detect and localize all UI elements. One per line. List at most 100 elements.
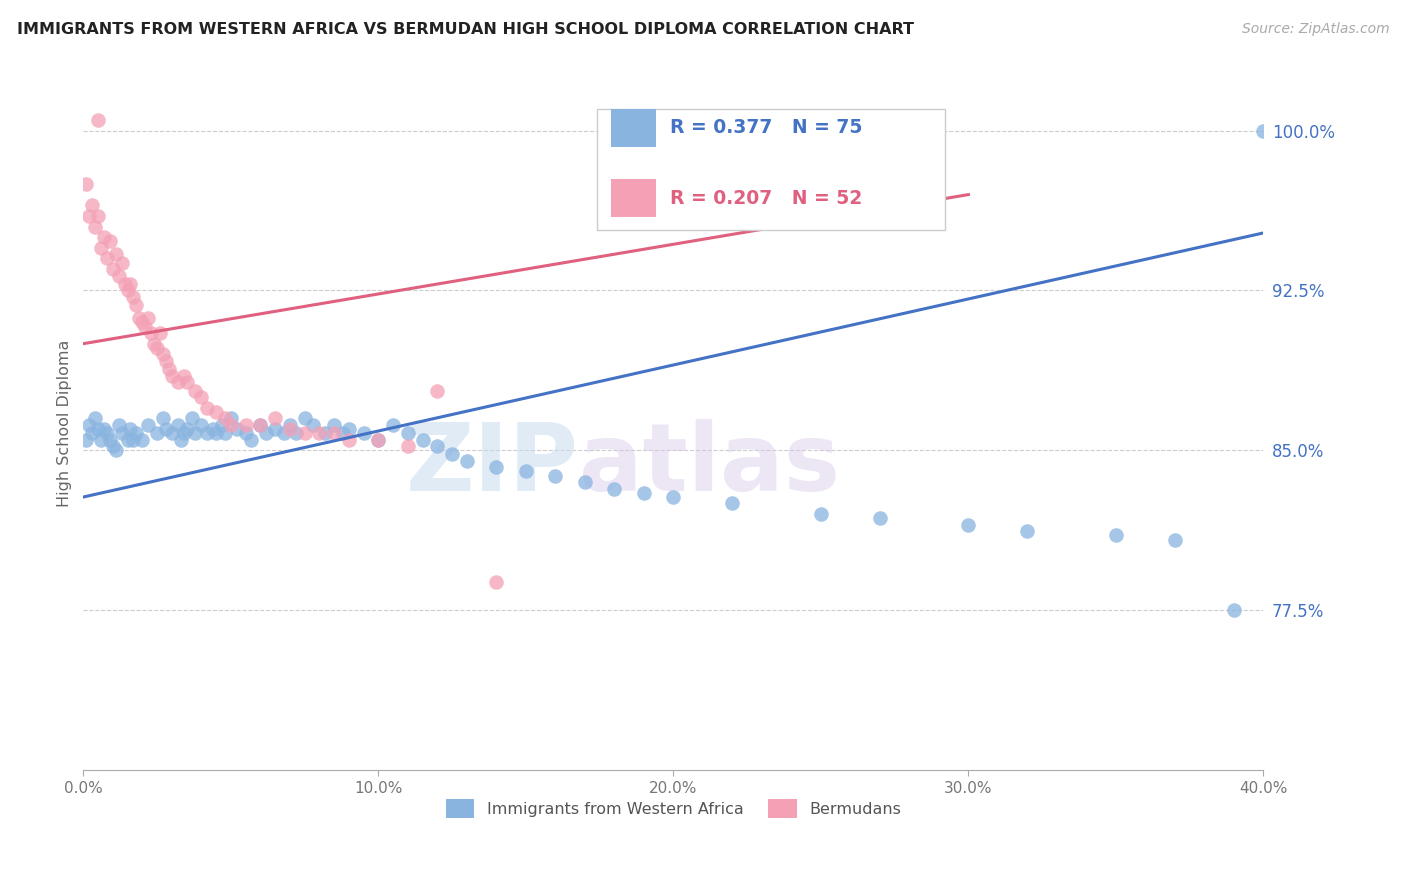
Point — [155, 422, 177, 436]
Point — [176, 375, 198, 389]
Point — [353, 426, 375, 441]
Point — [308, 426, 330, 441]
Point — [869, 511, 891, 525]
Text: ZIP: ZIP — [406, 419, 579, 511]
Point — [131, 315, 153, 329]
Point — [146, 426, 169, 441]
Point — [957, 517, 980, 532]
Point — [84, 411, 107, 425]
Point — [169, 433, 191, 447]
Point — [235, 417, 257, 432]
Point — [205, 405, 228, 419]
Point — [1164, 533, 1187, 547]
Point — [82, 426, 104, 441]
Point — [219, 411, 242, 425]
Point — [176, 422, 198, 436]
Point — [107, 417, 129, 432]
Text: R = 0.377   N = 75: R = 0.377 N = 75 — [669, 118, 862, 137]
Point — [214, 411, 236, 425]
FancyBboxPatch shape — [610, 179, 655, 218]
Point — [120, 422, 142, 436]
Point — [98, 235, 121, 249]
Point — [173, 426, 195, 441]
Point — [302, 417, 325, 432]
Point — [96, 426, 118, 441]
Point — [1017, 524, 1039, 538]
Point — [120, 277, 142, 291]
Point — [544, 468, 567, 483]
Point — [90, 241, 112, 255]
Point — [662, 490, 685, 504]
Point — [136, 311, 159, 326]
Point — [367, 433, 389, 447]
Legend: Immigrants from Western Africa, Bermudans: Immigrants from Western Africa, Bermudan… — [439, 793, 907, 824]
Point — [202, 422, 225, 436]
Point — [1253, 124, 1275, 138]
Point — [93, 422, 115, 436]
Text: R = 0.207   N = 52: R = 0.207 N = 52 — [669, 189, 862, 208]
Point — [125, 426, 148, 441]
Point — [396, 439, 419, 453]
Point — [810, 507, 832, 521]
Point — [249, 417, 271, 432]
Point — [181, 411, 204, 425]
Point — [122, 433, 145, 447]
Point — [152, 347, 174, 361]
Text: IMMIGRANTS FROM WESTERN AFRICA VS BERMUDAN HIGH SCHOOL DIPLOMA CORRELATION CHART: IMMIGRANTS FROM WESTERN AFRICA VS BERMUD… — [17, 22, 914, 37]
Point — [90, 433, 112, 447]
Point — [155, 353, 177, 368]
Point — [111, 256, 134, 270]
Point — [396, 426, 419, 441]
Point — [284, 426, 307, 441]
Point — [294, 426, 316, 441]
Point — [101, 262, 124, 277]
Point — [184, 384, 207, 398]
Point — [87, 422, 110, 436]
Point — [214, 426, 236, 441]
Point — [323, 426, 346, 441]
Point — [173, 368, 195, 383]
Point — [128, 311, 150, 326]
Point — [104, 247, 127, 261]
Point — [235, 426, 257, 441]
Point — [122, 290, 145, 304]
Point — [77, 209, 100, 223]
Point — [152, 411, 174, 425]
Point — [412, 433, 434, 447]
Y-axis label: High School Diploma: High School Diploma — [58, 340, 72, 508]
Point — [93, 230, 115, 244]
Point — [195, 426, 218, 441]
Point — [82, 198, 104, 212]
Point — [426, 384, 449, 398]
Point — [195, 401, 218, 415]
Point — [249, 417, 271, 432]
Point — [101, 439, 124, 453]
Point — [332, 426, 354, 441]
Point — [190, 417, 212, 432]
Point — [84, 219, 107, 234]
Point — [143, 336, 166, 351]
FancyBboxPatch shape — [610, 109, 655, 146]
Point — [111, 426, 134, 441]
Point — [382, 417, 405, 432]
Point — [633, 485, 655, 500]
Point — [87, 209, 110, 223]
Point — [205, 426, 228, 441]
Point — [485, 460, 508, 475]
Point — [125, 298, 148, 312]
Point — [240, 433, 263, 447]
Point — [264, 411, 287, 425]
Point — [134, 319, 156, 334]
Point — [603, 482, 626, 496]
Text: Source: ZipAtlas.com: Source: ZipAtlas.com — [1241, 22, 1389, 37]
Point — [114, 277, 136, 291]
Point — [98, 433, 121, 447]
Point — [166, 375, 188, 389]
FancyBboxPatch shape — [596, 109, 945, 230]
Point — [278, 422, 301, 436]
Point — [721, 496, 744, 510]
Point — [574, 475, 596, 489]
Point — [96, 252, 118, 266]
Point — [146, 341, 169, 355]
Point — [75, 177, 97, 191]
